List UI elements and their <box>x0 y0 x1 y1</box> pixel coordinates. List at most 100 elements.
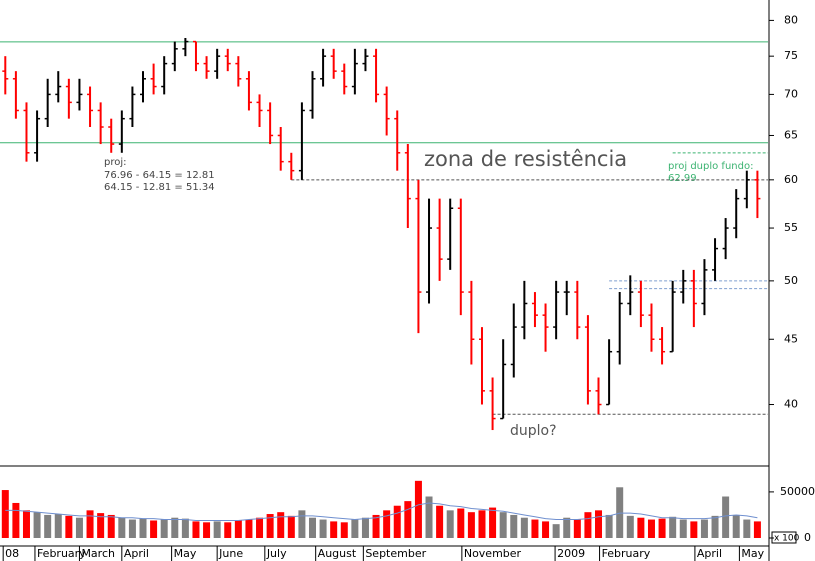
volume-bar <box>669 516 677 538</box>
volume-bar <box>340 522 348 538</box>
y-tick-label: 55 <box>784 221 798 234</box>
annotation: 64.15 - 12.81 = 51.34 <box>104 182 215 193</box>
volume-bar <box>12 502 20 538</box>
annotation: proj: <box>104 157 127 168</box>
volume-bar <box>647 519 655 538</box>
volume-bar <box>245 519 253 538</box>
volume-bar <box>626 515 634 538</box>
annotation: duplo? <box>510 423 557 439</box>
y-tick-label: 50 <box>784 274 798 287</box>
volume-bar <box>531 519 539 538</box>
volume-bar <box>298 510 306 538</box>
volume-bar <box>499 512 507 538</box>
volume-bar <box>75 517 83 538</box>
volume-bar <box>65 515 73 538</box>
volume-bar <box>732 514 740 538</box>
volume-bar <box>414 480 422 538</box>
volume-bar <box>690 521 698 538</box>
volume-bar <box>722 496 730 538</box>
y-tick-label: 60 <box>784 173 798 186</box>
volume-bar <box>192 521 200 538</box>
x-tick-label: May <box>174 547 197 560</box>
volume-tick-label: 0 <box>804 531 811 544</box>
y-tick-label: 65 <box>784 128 798 141</box>
volume-bar <box>383 510 391 538</box>
x-tick-label: March <box>81 547 115 560</box>
volume-bar <box>266 514 274 538</box>
x-tick-label: June <box>218 547 243 560</box>
x-tick-label: February <box>602 547 651 560</box>
y-tick-label: 80 <box>784 13 798 26</box>
volume-ma <box>5 502 758 521</box>
annotation: 62.99 <box>668 173 697 184</box>
volume-bar <box>150 520 158 538</box>
volume-unit: x 100 <box>774 534 800 544</box>
volume-bar <box>234 520 242 538</box>
annotation: proj duplo fundo: <box>668 161 753 172</box>
x-tick-label: February <box>37 547 86 560</box>
volume-bar <box>1 490 9 538</box>
volume-bar <box>277 512 285 538</box>
volume-bar <box>753 521 761 538</box>
y-tick-label: 70 <box>784 87 798 100</box>
volume-bar <box>372 514 380 538</box>
volume-bar <box>637 517 645 538</box>
volume-bar <box>22 510 30 538</box>
volume-bar <box>224 522 232 538</box>
volume-bar <box>404 501 412 538</box>
volume-bar <box>711 515 719 538</box>
volume-bar <box>361 517 369 538</box>
volume-bar <box>552 524 560 538</box>
volume-bar <box>287 515 295 538</box>
volume-bar <box>33 512 41 538</box>
volume-bar <box>86 510 94 538</box>
annotation: 76.96 - 64.15 = 12.81 <box>104 170 215 181</box>
volume-bar <box>44 514 52 538</box>
volume-bar <box>520 517 528 538</box>
volume-tick-label: 50000 <box>780 485 815 498</box>
volume-bar <box>467 512 475 538</box>
volume-bar <box>510 514 518 538</box>
volume-bar <box>584 512 592 538</box>
volume-bar <box>595 510 603 538</box>
x-tick-label: May <box>741 547 764 560</box>
volume-bar <box>171 517 179 538</box>
x-tick-label: September <box>365 547 426 560</box>
volume-bar <box>139 518 147 538</box>
volume-bar <box>489 507 497 538</box>
volume-bar <box>54 514 62 538</box>
x-tick-label: July <box>266 547 287 560</box>
annotation: zona de resistência <box>424 147 627 171</box>
volume-bar <box>393 505 401 538</box>
volume-bar <box>436 505 444 538</box>
volume-bar <box>213 521 221 538</box>
volume-bar <box>118 517 126 538</box>
volume-bar <box>181 518 189 538</box>
volume-bar <box>256 517 264 538</box>
volume-bar <box>330 521 338 538</box>
x-tick-label: November <box>464 547 522 560</box>
volume-bar <box>446 510 454 538</box>
volume-bar <box>308 517 316 538</box>
volume-bar <box>107 514 115 538</box>
volume-bar <box>128 519 136 538</box>
volume-bar <box>573 519 581 538</box>
volume-bar <box>605 514 613 538</box>
volume-bar <box>542 521 550 538</box>
volume-bar <box>658 518 666 538</box>
volume-bar <box>457 508 465 538</box>
volume-bar <box>743 519 751 538</box>
y-tick-label: 45 <box>784 332 798 345</box>
volume-bar <box>203 522 211 538</box>
x-tick-label: 2009 <box>557 547 585 560</box>
x-tick-label: August <box>318 547 357 560</box>
y-tick-label: 75 <box>784 49 798 62</box>
volume-bar <box>563 517 571 538</box>
volume-bar <box>478 510 486 538</box>
volume-bar <box>425 496 433 538</box>
x-tick-label: April <box>124 547 149 560</box>
y-tick-label: 40 <box>784 398 798 411</box>
volume-bar <box>97 513 105 538</box>
volume-bar <box>319 519 327 538</box>
